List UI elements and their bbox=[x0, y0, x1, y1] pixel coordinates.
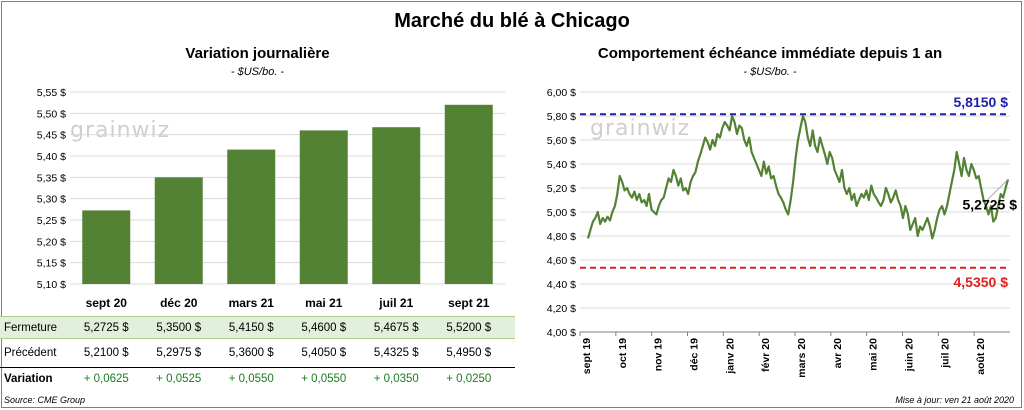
bar-y-tick-label: 5,25 $ bbox=[37, 215, 66, 227]
line-y-tick-label: 5,60 $ bbox=[547, 135, 576, 147]
price-series-line bbox=[586, 114, 1010, 240]
line-y-tick-label: 5,40 $ bbox=[547, 159, 576, 171]
table-cell: 5,4050 $ bbox=[301, 347, 347, 359]
bar-y-tick-label: 5,30 $ bbox=[37, 194, 66, 206]
bar-chart-title: Variation journalière bbox=[185, 45, 330, 62]
row-label: Fermeture bbox=[4, 322, 58, 334]
line-x-tick-label: mars 20 bbox=[796, 338, 808, 378]
bar-category-label: sept 20 bbox=[85, 296, 127, 310]
line-y-tick-label: 6,00 $ bbox=[547, 87, 576, 99]
table-cell: 5,2725 $ bbox=[83, 322, 129, 334]
bar bbox=[444, 104, 493, 284]
bar-category-label: mars 21 bbox=[228, 296, 274, 310]
line-y-tick-label: 4,20 $ bbox=[547, 303, 576, 315]
bar-chart-unit: - $US/bo. - bbox=[230, 66, 285, 78]
line-x-tick-label: mai 20 bbox=[868, 338, 880, 371]
row-label: Variation bbox=[4, 373, 53, 385]
line-y-tick-label: 5,00 $ bbox=[547, 207, 576, 219]
table-cell: + 0,0550 bbox=[228, 373, 274, 385]
line-x-tick-label: janv 20 bbox=[724, 338, 736, 375]
table-cell: + 0,0625 bbox=[83, 373, 129, 385]
table-row-precedent: Précédent 5,2100 $ 5,2975 $ 5,3600 $ 5,4050… bbox=[0, 342, 515, 365]
bar-y-tick-label: 5,55 $ bbox=[37, 87, 66, 99]
table-cell: + 0,0350 bbox=[373, 373, 419, 385]
table-cell: 5,4675 $ bbox=[373, 322, 419, 334]
table-cell: + 0,0525 bbox=[156, 373, 202, 385]
table-cell: 5,4600 $ bbox=[301, 322, 347, 334]
low-value-label: 4,5350 $ bbox=[954, 274, 1009, 290]
bar-chart: 5,10 $ 5,15 $ 5,20 $ 5,25 $ 5,30 $ 5,35 $ 5,40… bbox=[37, 87, 505, 291]
table-cell: + 0,0250 bbox=[446, 373, 492, 385]
line-x-tick-label: nov 19 bbox=[653, 338, 665, 371]
last-value-leader bbox=[985, 178, 1009, 202]
source-note: Source: CME Group bbox=[4, 395, 86, 405]
line-x-tick-label: août 20 bbox=[975, 338, 987, 375]
bar-y-tick-label: 5,10 $ bbox=[37, 279, 66, 291]
table-cell: 5,2100 $ bbox=[83, 347, 129, 359]
bar bbox=[227, 149, 276, 284]
line-x-tick-label: sept 19 bbox=[581, 338, 593, 374]
grainwiz-logo-right: grainwiz bbox=[590, 116, 691, 141]
bar bbox=[299, 130, 348, 284]
line-x-tick-label: juin 20 bbox=[904, 338, 916, 372]
table-cell: 5,3500 $ bbox=[156, 322, 202, 334]
line-y-tick-label: 4,00 $ bbox=[547, 327, 576, 339]
table-cell: 5,4150 $ bbox=[228, 322, 274, 334]
bar bbox=[372, 127, 421, 284]
bar-y-tick-label: 5,40 $ bbox=[37, 151, 66, 163]
bar-category-label: mai 21 bbox=[305, 296, 343, 310]
table-cell: 5,5200 $ bbox=[446, 322, 492, 334]
high-value-label: 5,8150 $ bbox=[954, 94, 1009, 110]
table-row-fermeture: Fermeture 5,2725 $ 5,3500 $ 5,4150 $ 5,4600… bbox=[0, 316, 515, 339]
line-x-tick-label: oct 19 bbox=[617, 338, 629, 369]
line-y-tick-label: 4,60 $ bbox=[547, 255, 576, 267]
line-x-tick-label: juil 20 bbox=[939, 338, 951, 369]
line-chart-unit: - $US/bo. - bbox=[743, 66, 797, 78]
line-x-tick-label: févr 20 bbox=[760, 338, 772, 372]
bar-y-tick-label: 5,20 $ bbox=[37, 236, 66, 248]
table-cell: 5,4325 $ bbox=[373, 347, 419, 359]
page-title: Marché du blé à Chicago bbox=[394, 10, 630, 32]
table-cell: + 0,0550 bbox=[301, 373, 347, 385]
bar-y-tick-label: 5,45 $ bbox=[37, 130, 66, 142]
line-y-tick-label: 5,20 $ bbox=[547, 183, 576, 195]
line-y-tick-label: 5,80 $ bbox=[547, 111, 576, 123]
table-cell: 5,4950 $ bbox=[446, 347, 492, 359]
bar-y-tick-label: 5,50 $ bbox=[37, 108, 66, 120]
bar-y-tick-label: 5,15 $ bbox=[37, 258, 66, 270]
bar-category-label: sept 21 bbox=[448, 296, 490, 310]
line-x-tick-label: déc 19 bbox=[689, 338, 701, 371]
line-x-tick-label: avr 20 bbox=[832, 338, 844, 369]
update-note: Mise à jour: ven 21 août 2020 bbox=[895, 395, 1014, 405]
line-chart: 4,00 $ 4,20 $ 4,40 $ 4,60 $ 4,80 $ 5,00 $ 5,20… bbox=[547, 87, 1018, 378]
row-label: Précédent bbox=[4, 347, 57, 359]
bar bbox=[154, 177, 203, 284]
table-cell: 5,2975 $ bbox=[156, 347, 202, 359]
line-y-tick-label: 4,40 $ bbox=[547, 279, 576, 291]
line-y-tick-label: 4,80 $ bbox=[547, 231, 576, 243]
grainwiz-logo: grainwiz bbox=[70, 118, 171, 143]
bar-y-tick-label: 5,35 $ bbox=[37, 172, 66, 184]
bar bbox=[82, 210, 131, 284]
table-row-variation: Variation + 0,0625 + 0,0525 + 0,0550 + 0,05… bbox=[0, 367, 515, 390]
last-value-label: 5,2725 $ bbox=[963, 196, 1018, 212]
bar-category-label: déc 20 bbox=[160, 296, 198, 310]
line-chart-title: Comportement échéance immédiate depuis 1… bbox=[597, 45, 943, 62]
bar-category-label: juil 21 bbox=[379, 296, 414, 310]
table-cell: 5,3600 $ bbox=[228, 347, 274, 359]
